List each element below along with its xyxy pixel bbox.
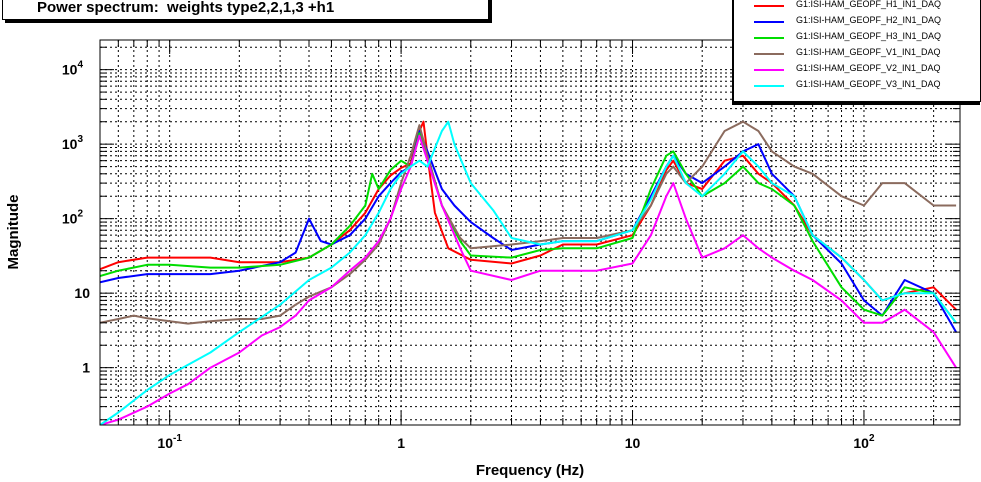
x-tick-label: 10: [625, 435, 641, 451]
legend: G1:ISI-HAM_GEOPF_H1_IN1_DAQ G1:ISI-HAM_G…: [733, 0, 981, 102]
chart-title-box: Power spectrum: weights type2,2,1,3 +h1: [2, 0, 489, 20]
series-line: [100, 132, 957, 324]
y-tick-label: 103: [62, 134, 84, 152]
legend-swatch: [754, 69, 784, 71]
series-line: [100, 134, 957, 425]
x-tick-label: 102: [853, 433, 875, 451]
legend-entry: G1:ISI-HAM_GEOPF_H1_IN1_DAQ: [734, 0, 980, 14]
legend-label: G1:ISI-HAM_GEOPF_H2_IN1_DAQ: [796, 15, 942, 25]
y-tick-labels: 1 10 102 103 104: [62, 60, 90, 376]
legend-swatch: [754, 5, 784, 7]
legend-label: G1:ISI-HAM_GEOPF_V1_IN1_DAQ: [796, 47, 941, 57]
x-tick-label: 1: [397, 435, 405, 451]
chart-title: Power spectrum: weights type2,2,1,3 +h1: [37, 0, 335, 16]
x-tick-labels: 10-1 1 10 102: [157, 433, 875, 451]
x-axis-label: Frequency (Hz): [476, 462, 584, 479]
plot-frame: [99, 39, 961, 426]
legend-entry: G1:ISI-HAM_GEOPF_V1_IN1_DAQ: [734, 46, 980, 62]
series-lines: [100, 120, 957, 425]
legend-entry: G1:ISI-HAM_GEOPF_H2_IN1_DAQ: [734, 14, 980, 30]
legend-swatch: [754, 37, 784, 39]
axis-ticks: [99, 40, 960, 425]
y-tick-label: 102: [62, 209, 84, 227]
series-line: [100, 120, 957, 325]
legend-entry: G1:ISI-HAM_GEOPF_V3_IN1_DAQ: [734, 78, 980, 94]
series-line: [100, 130, 957, 333]
y-axis-label: Magnitude: [5, 195, 22, 270]
y-tick-label: 10: [74, 285, 90, 301]
legend-swatch: [754, 85, 784, 87]
legend-label: G1:ISI-HAM_GEOPF_V2_IN1_DAQ: [796, 63, 941, 73]
legend-label: G1:ISI-HAM_GEOPF_V3_IN1_DAQ: [796, 79, 941, 89]
series-line: [100, 120, 957, 425]
x-tick-label: 10-1: [157, 433, 182, 451]
legend-swatch: [754, 21, 784, 23]
y-tick-label: 104: [62, 60, 84, 78]
legend-entry: G1:ISI-HAM_GEOPF_V2_IN1_DAQ: [734, 62, 980, 78]
y-tick-label: 1: [82, 360, 90, 376]
legend-label: G1:ISI-HAM_GEOPF_H3_IN1_DAQ: [796, 31, 942, 41]
legend-entry: G1:ISI-HAM_GEOPF_H3_IN1_DAQ: [734, 30, 980, 46]
legend-label: G1:ISI-HAM_GEOPF_H1_IN1_DAQ: [796, 0, 942, 9]
legend-swatch: [754, 53, 784, 55]
